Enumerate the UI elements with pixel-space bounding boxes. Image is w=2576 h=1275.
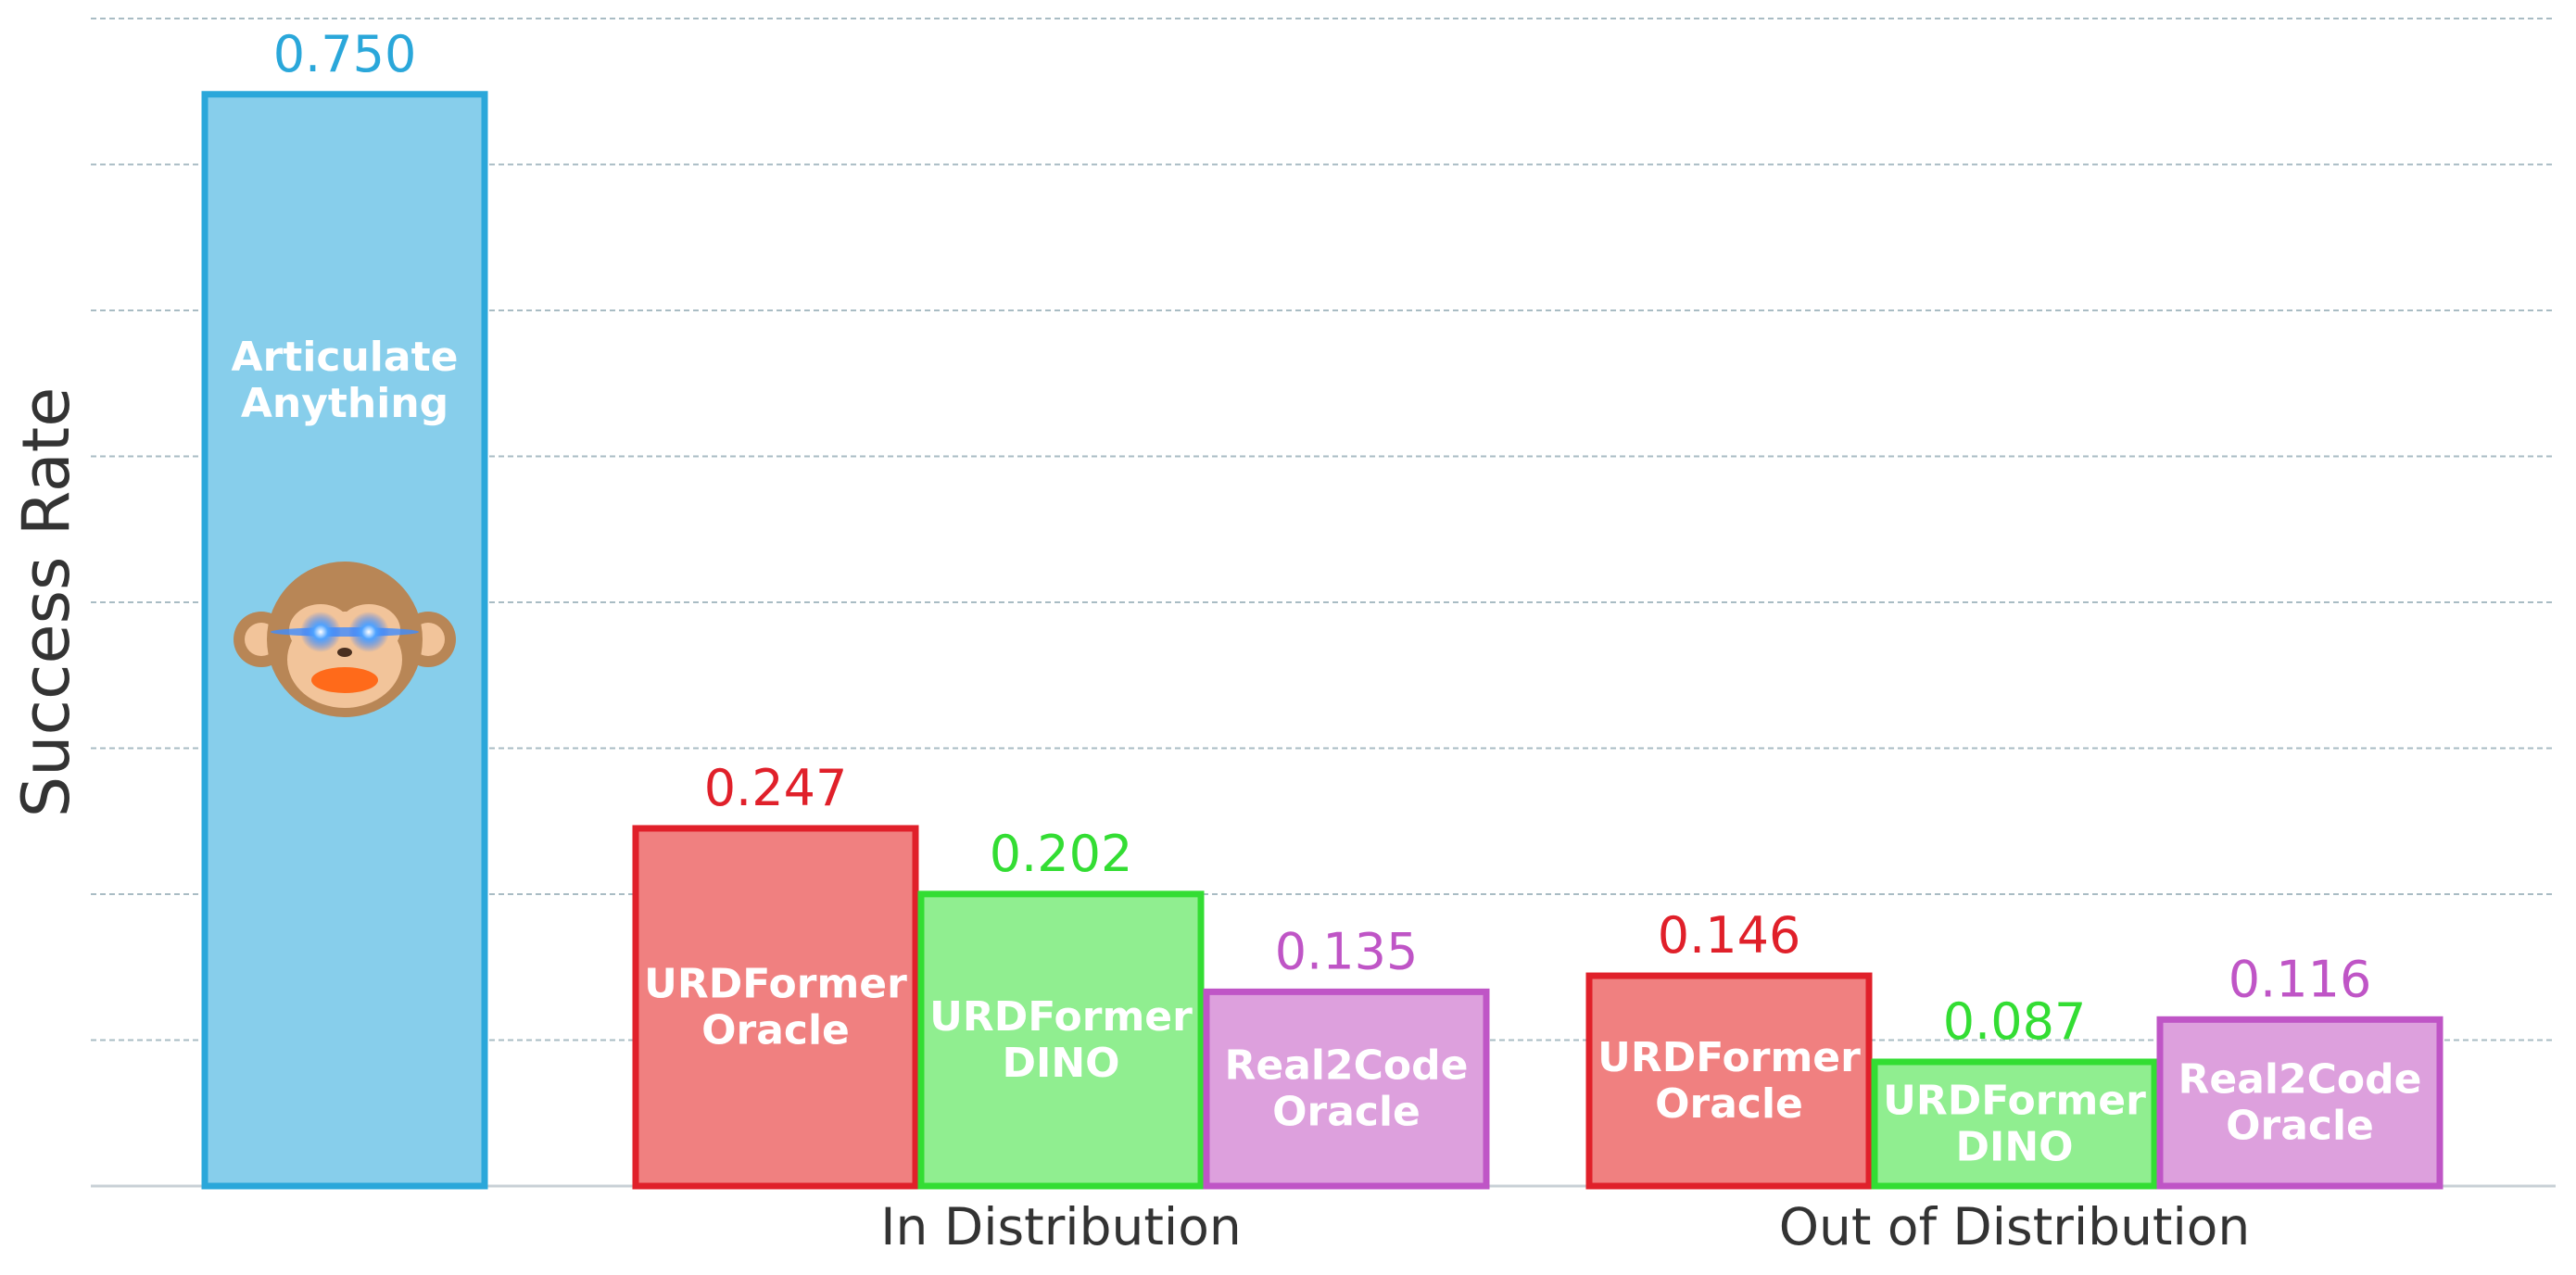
bar-label: URDFormer <box>644 960 907 1007</box>
category-label: Out of Distribution <box>1779 1197 2251 1256</box>
monkey-nose <box>337 648 352 657</box>
bar-label: Articulate <box>232 334 459 381</box>
value-label: 0.135 <box>1275 922 1419 980</box>
bar <box>1203 988 1490 1190</box>
bar <box>917 890 1205 1190</box>
monkey-icon <box>234 562 456 717</box>
category-labels: In Distribution Out of Distribution <box>880 1197 2250 1256</box>
value-label: 0.087 <box>1943 992 2087 1051</box>
monkey-mouth <box>311 667 378 693</box>
bar-label: Real2Code <box>1225 1042 1469 1090</box>
value-label: 0.750 <box>273 25 417 83</box>
value-labels: 0.750ArticulateAnything0.247URDFormerOra… <box>232 25 2422 1171</box>
y-axis-label: Success Rate <box>8 387 84 818</box>
bar <box>1871 1058 2158 1190</box>
value-label: 0.116 <box>2229 950 2372 1008</box>
bar <box>1585 972 1873 1190</box>
bar-label: URDFormer <box>1597 1034 1861 1081</box>
bar-label: Oracle <box>701 1006 850 1054</box>
bar <box>2156 1016 2443 1190</box>
value-label: 0.202 <box>990 825 1133 883</box>
bar-label: URDFormer <box>929 993 1193 1041</box>
bar-label: Anything <box>241 380 448 427</box>
value-label: 0.247 <box>704 759 848 817</box>
bar-label: DINO <box>1002 1040 1119 1087</box>
bar-label: Oracle <box>2226 1103 2374 1150</box>
value-label: 0.146 <box>1658 906 1801 965</box>
monkey-eye-right <box>348 612 389 652</box>
monkey-eye-beam <box>271 627 419 637</box>
category-label: In Distribution <box>880 1197 1241 1256</box>
bar-label: Oracle <box>1655 1080 1803 1128</box>
bar-label: Oracle <box>1272 1089 1421 1136</box>
bar-label: URDFormer <box>1883 1077 2146 1124</box>
monkey-eye-left <box>300 612 341 652</box>
bars <box>201 91 2443 1190</box>
bar-label: Real2Code <box>2178 1056 2422 1104</box>
bar-label: DINO <box>1955 1123 2073 1170</box>
bar <box>632 825 919 1190</box>
